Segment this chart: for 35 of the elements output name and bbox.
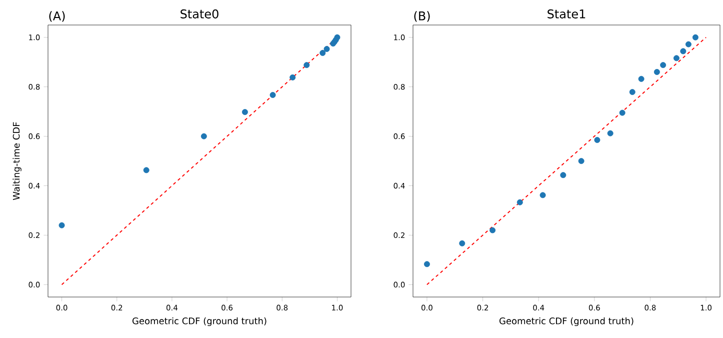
point [459, 240, 466, 246]
point [685, 41, 692, 48]
point [242, 109, 248, 116]
point [58, 222, 65, 228]
point [324, 46, 330, 52]
point [629, 89, 636, 96]
point [594, 136, 600, 143]
x-axis-title: Geometric CDF (ground truth) [500, 317, 634, 326]
point [334, 34, 340, 40]
point [638, 76, 644, 82]
point [516, 199, 523, 206]
chart-title: State1 [548, 9, 586, 18]
point [424, 261, 430, 268]
x-axis-title: Geometric CDF (ground truth) [132, 317, 266, 326]
point [673, 55, 680, 62]
point [607, 130, 614, 136]
text: (A) [49, 11, 65, 22]
point [540, 192, 546, 198]
chart-title: State0 [180, 9, 218, 18]
point [143, 167, 150, 174]
point [654, 68, 660, 75]
point [692, 34, 698, 40]
point [560, 172, 566, 178]
point [578, 158, 584, 164]
point [619, 110, 626, 116]
point [490, 227, 496, 234]
point [660, 62, 666, 68]
text: (B) [414, 11, 430, 22]
point [304, 62, 310, 68]
point [290, 74, 296, 80]
point [200, 133, 207, 140]
y-axis-title: Waiting-time CDF [12, 122, 22, 200]
point [680, 48, 686, 54]
point [320, 50, 326, 56]
point [270, 92, 276, 98]
